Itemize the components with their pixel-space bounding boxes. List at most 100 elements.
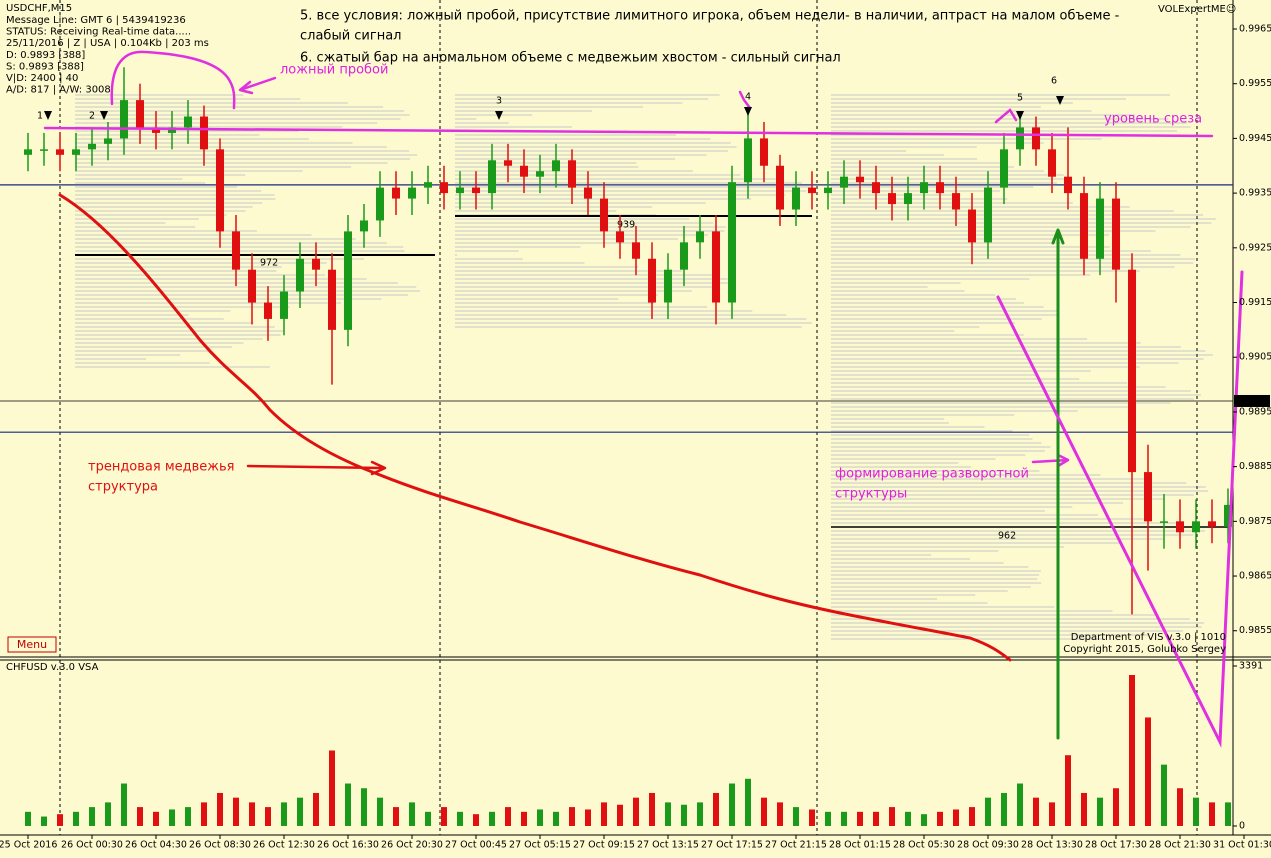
volume-bar	[1081, 792, 1087, 826]
volume-bar	[905, 811, 911, 826]
signal-label: 4	[745, 92, 751, 103]
y-tick-label: 0.9875	[1239, 516, 1271, 527]
volume-bar	[297, 797, 303, 826]
copyright: Department of VIS v.3.0 | 1010	[1071, 632, 1226, 643]
volume-bar	[377, 797, 383, 826]
symbol-title: USDCHF,M15	[6, 3, 72, 14]
menu-button[interactable]: Menu	[7, 636, 57, 653]
x-tick-label: 26 Oct 20:30	[381, 840, 443, 851]
y-tick-label: 0.9935	[1239, 188, 1271, 199]
candle-body	[472, 187, 480, 194]
annotation: ложный пробой	[280, 63, 388, 78]
candle-body	[280, 291, 288, 319]
candle-body	[520, 165, 528, 177]
candle-body	[344, 231, 352, 330]
volume-bar	[73, 811, 79, 826]
candle-body	[616, 231, 624, 243]
x-tick-label: 28 Oct 21:30	[1149, 840, 1211, 851]
signal-triangle	[495, 111, 503, 120]
volume-bar	[649, 792, 655, 826]
x-tick-label: 27 Oct 21:15	[765, 840, 827, 851]
candle-body	[1048, 149, 1056, 177]
volume-bar	[1033, 797, 1039, 826]
x-tick-label: 28 Oct 01:15	[829, 840, 891, 851]
volume-bar	[585, 809, 591, 826]
volume-bar	[633, 797, 639, 826]
volume-bar	[505, 807, 511, 826]
annotation: трендовая медвежья	[88, 460, 235, 475]
volume-bar	[1049, 802, 1055, 826]
y-tick-label: 0.9955	[1239, 78, 1271, 89]
candle-body	[264, 302, 272, 319]
volume-bar	[153, 811, 159, 826]
info-line: V|D: 2400 | 40	[6, 73, 78, 84]
x-tick-label: 27 Oct 09:15	[573, 840, 635, 851]
volume-bar	[1001, 792, 1007, 826]
reversal-lines	[996, 270, 1244, 748]
brand: VOLExpertME☺	[1158, 4, 1236, 15]
x-tick-label: 28 Oct 09:30	[957, 840, 1019, 851]
candle-body	[1192, 521, 1200, 533]
x-tick-label: 28 Oct 05:30	[893, 840, 955, 851]
mark-stroke	[994, 108, 1018, 124]
x-tick-label: 26 Oct 08:30	[189, 840, 251, 851]
volume-bar	[1209, 802, 1215, 826]
candle-body	[1224, 504, 1232, 527]
arrow	[246, 460, 387, 476]
volume-bar	[105, 802, 111, 826]
volume-bar	[745, 778, 751, 826]
volume-bar	[553, 811, 559, 826]
note: 6. сжатый бар на аномальном объеме с мед…	[300, 51, 841, 66]
x-tick-label: 27 Oct 05:15	[509, 840, 571, 851]
volume-bar	[697, 802, 703, 826]
candle-body	[232, 231, 240, 270]
candle-body	[792, 187, 800, 210]
candle-body	[360, 220, 368, 232]
x-tick-label: 25 Oct 2016	[0, 840, 57, 851]
menu-label[interactable]: Menu	[17, 638, 47, 651]
candle-body	[392, 187, 400, 199]
y-tick-label: 0.9925	[1239, 242, 1271, 253]
volume-bar	[793, 807, 799, 826]
menu-button-frame[interactable]	[7, 636, 57, 653]
drawings	[43, 50, 1244, 748]
candle-body	[1144, 472, 1152, 522]
candle-body	[136, 100, 144, 128]
copyright: Copyright 2015, Golubko Sergey	[1063, 644, 1226, 655]
candle-body	[1160, 521, 1168, 523]
candle-body	[952, 193, 960, 210]
y-tick-label: 0.9885	[1239, 461, 1271, 472]
candle-body	[152, 127, 160, 133]
candle-body	[56, 149, 64, 155]
volume-bar	[121, 783, 127, 826]
candle-body	[216, 149, 224, 232]
signal-arrow	[1051, 228, 1065, 740]
candle-body	[1080, 193, 1088, 259]
volume-bar	[489, 811, 495, 826]
volume-bar	[1017, 783, 1023, 826]
volume-bar	[1193, 797, 1199, 826]
volume-bar	[1065, 755, 1071, 826]
volume-bar	[41, 816, 47, 826]
volume-bar	[249, 802, 255, 826]
mark-stroke	[738, 90, 752, 110]
candle-body	[856, 176, 864, 183]
candle-body	[904, 193, 912, 205]
y-tick-label: 0.9905	[1239, 352, 1271, 363]
candle-body	[248, 269, 256, 303]
x-tick-label: 27 Oct 00:45	[445, 840, 507, 851]
info-line: Message Line: GMT 6 | 5439419236	[6, 15, 186, 26]
volume-bar	[217, 792, 223, 826]
candle-body	[648, 258, 656, 303]
volume-bar	[761, 797, 767, 826]
volume-bar	[969, 807, 975, 826]
info-line: 25/11/2016 | Z | USA | 0.104Kb | 203 ms	[6, 38, 209, 49]
candle-body	[1208, 521, 1216, 527]
x-tick-label: 26 Oct 16:30	[317, 840, 379, 851]
candle-body	[88, 143, 96, 150]
candle-body	[664, 269, 672, 303]
volume-bar	[953, 809, 959, 826]
candle-body	[200, 116, 208, 150]
